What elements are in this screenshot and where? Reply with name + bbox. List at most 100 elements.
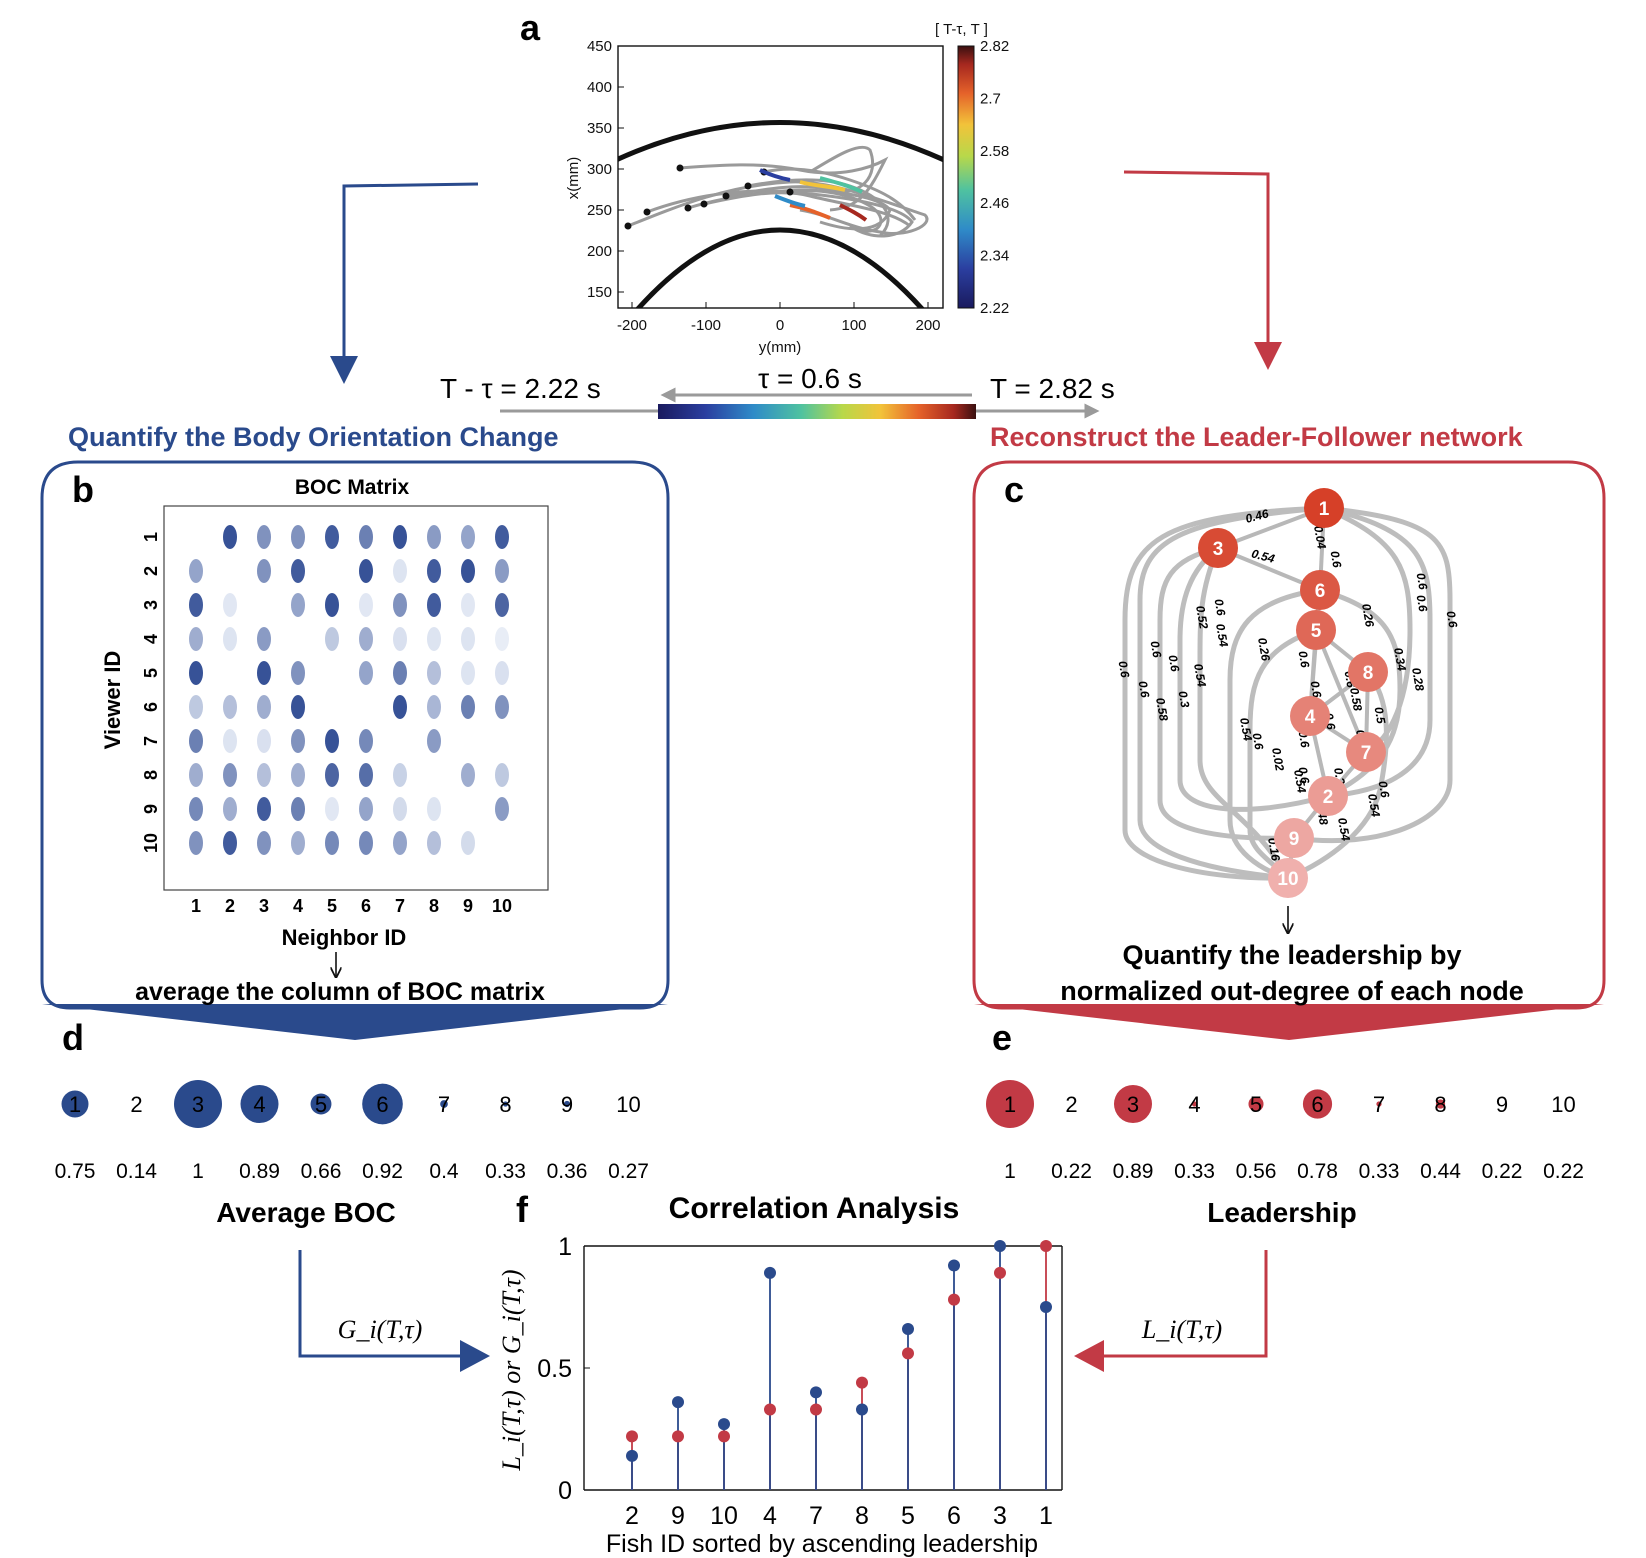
panel-label-c: c xyxy=(1004,469,1024,510)
network-node xyxy=(1308,776,1348,816)
boc-funnel xyxy=(42,1004,668,1040)
boc-cell xyxy=(427,797,441,821)
network-edge-label: 0.6 xyxy=(1414,594,1431,613)
average-boc-bubble xyxy=(174,1080,222,1128)
boc-cell xyxy=(257,525,271,549)
network-edge-label: 0.3 xyxy=(1176,690,1193,709)
boc-viewer-tick: 6 xyxy=(141,702,161,712)
boc-point xyxy=(718,1418,730,1431)
y-tick-label: 150 xyxy=(587,284,612,301)
network-edge-label: 0.28 xyxy=(1409,667,1427,693)
leadership-bubble xyxy=(1191,1101,1198,1107)
x-tick-label: 5 xyxy=(901,1502,915,1530)
boc-neighbor-tick: 2 xyxy=(225,896,235,916)
average-boc-bubble xyxy=(240,1084,279,1124)
network-edge-label: 0.6 xyxy=(1328,550,1345,569)
leadership-bubble xyxy=(986,1080,1034,1128)
network-edge-label: 0.54 xyxy=(1250,546,1276,566)
colorbar-title: [ T-τ, T ] xyxy=(935,21,988,38)
average-boc-bubble xyxy=(310,1093,332,1115)
boc-cell xyxy=(427,525,441,549)
network-node xyxy=(1348,652,1388,692)
boc-cell xyxy=(189,763,203,787)
boc-cell xyxy=(427,559,441,583)
leadership-bubble xyxy=(1113,1084,1153,1124)
leadership-point xyxy=(764,1403,776,1416)
boc-caption: average the column of BOC matrix xyxy=(135,978,545,1006)
value-label: 0.27 xyxy=(608,1160,649,1183)
boc-cell xyxy=(393,763,407,787)
leadership-bubble xyxy=(1376,1101,1382,1107)
fish-start-dot xyxy=(722,192,730,200)
value-label: 0.22 xyxy=(1051,1160,1092,1183)
boc-cell xyxy=(257,559,271,583)
x-tick-label: 7 xyxy=(809,1502,823,1530)
panel-c: c 0.460.540.040.60.60.60.60.60.520.540.2… xyxy=(972,460,1606,1040)
boc-point xyxy=(810,1386,822,1399)
fish-track xyxy=(789,189,883,233)
leadership-point xyxy=(626,1430,638,1443)
network-edge xyxy=(1314,629,1368,753)
network-node-label: 2 xyxy=(1323,787,1334,808)
boc-cell xyxy=(359,729,373,753)
leadership-to-correlation-line xyxy=(1104,1250,1268,1358)
recent-track-segment xyxy=(774,194,806,208)
boc-neighbor-tick: 6 xyxy=(361,896,371,916)
panel-label-f: f xyxy=(516,1189,529,1230)
boc-cell xyxy=(291,797,305,821)
y-tick-label: 400 xyxy=(587,79,612,96)
fish-id-label: 9 xyxy=(561,1092,573,1117)
boc-to-correlation-arrowhead xyxy=(460,1340,490,1372)
boc-cell xyxy=(291,695,305,719)
network-node-label: 8 xyxy=(1363,663,1374,684)
network-edge-label: 0.58 xyxy=(1153,697,1171,723)
right-branch-arrowhead xyxy=(1254,342,1282,370)
boc-cell xyxy=(359,559,373,583)
boc-cell xyxy=(223,763,237,787)
g-function-label: G_i(T,τ) xyxy=(338,1315,423,1344)
value-label: 0.14 xyxy=(116,1160,157,1183)
value-label: 0.75 xyxy=(55,1160,96,1183)
fish-id-label: 10 xyxy=(1551,1092,1575,1117)
average-boc-title: Average BOC xyxy=(216,1197,395,1228)
network-edge-label: 0.26 xyxy=(1255,637,1273,663)
boc-cell xyxy=(189,593,203,617)
network-node-label: 5 xyxy=(1311,621,1322,642)
network-node-label: 9 xyxy=(1289,829,1300,850)
fish-start-dot xyxy=(700,200,708,208)
boc-cell xyxy=(325,763,339,787)
leadership-point xyxy=(1040,1240,1052,1252)
network-caption-line2: normalized out-degree of each node xyxy=(1060,976,1524,1006)
boc-cell xyxy=(461,559,475,583)
boc-cell xyxy=(257,627,271,651)
network-node xyxy=(1296,610,1336,650)
network-node-label: 3 xyxy=(1213,539,1224,560)
boc-cell xyxy=(393,661,407,685)
boc-cell xyxy=(189,627,203,651)
network-edge-label: 0.34 xyxy=(1391,647,1409,673)
fish-start-dot xyxy=(624,222,632,230)
boc-viewer-tick: 2 xyxy=(141,566,161,576)
network-edge-label: 0.02 xyxy=(1269,747,1287,773)
network-edge-label: 0.54 xyxy=(1365,793,1383,819)
x-tick-label: 1 xyxy=(1039,1502,1053,1530)
leadership-point xyxy=(856,1376,868,1389)
boc-neighbor-tick: 1 xyxy=(191,896,201,916)
average-boc-row: 1 0.75 2 0.14 3 1 4 0.89 5 0.66 6 0.92 7 0.4 8 0.33 9 0.3… xyxy=(55,1080,649,1183)
l-function-label: L_i(T,τ) xyxy=(1141,1315,1222,1344)
boc-cell xyxy=(291,763,305,787)
x-tick-label: 9 xyxy=(671,1502,685,1530)
fish-id-label: 7 xyxy=(438,1092,450,1117)
boc-neighbor-tick: 9 xyxy=(463,896,473,916)
boc-cell xyxy=(393,627,407,651)
boc-cell xyxy=(291,661,305,685)
left-branch-arrowhead xyxy=(330,356,358,384)
boc-cell xyxy=(495,525,509,549)
fish-id-label: 1 xyxy=(69,1092,81,1117)
x-tick-label: -100 xyxy=(691,317,721,334)
boc-heading: Quantify the Body Orientation Change xyxy=(68,422,559,452)
boc-cell xyxy=(393,797,407,821)
value-label: 0.36 xyxy=(547,1160,588,1183)
boc-cell xyxy=(189,695,203,719)
